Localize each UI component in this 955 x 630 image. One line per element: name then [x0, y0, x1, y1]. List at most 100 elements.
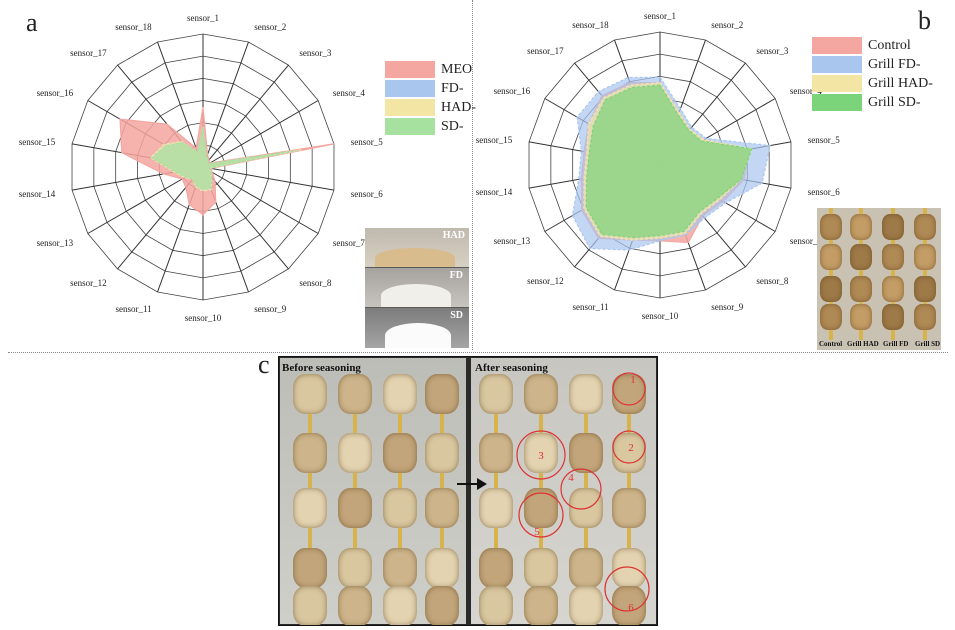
meat-chunk	[338, 433, 372, 473]
axis-label-sensor-15: sensor_15	[476, 135, 513, 145]
meat-chunk	[338, 586, 372, 625]
axis-label-sensor-9: sensor_9	[711, 302, 743, 312]
axis-label-sensor-10: sensor_10	[642, 311, 679, 321]
meat-chunk	[914, 244, 936, 270]
legend-swatch	[385, 80, 435, 97]
marker-overlay: 1 2 3 4 5 6	[516, 372, 650, 614]
legend-item: Grill FD-	[812, 55, 933, 74]
axis-label-sensor-1: sensor_1	[187, 13, 219, 23]
legend-item: Grill HAD-	[812, 74, 933, 93]
meat-chunk	[820, 304, 842, 330]
marker-circle-4	[560, 468, 602, 510]
legend-label: FD-	[441, 80, 464, 96]
axis-label-sensor-17: sensor_17	[70, 48, 107, 58]
meat-chunk	[612, 586, 646, 625]
axis-label-sensor-6: sensor_6	[808, 187, 840, 197]
meat-chunk	[425, 548, 459, 588]
panel-divider-horizontal	[8, 352, 948, 353]
meat-chunk	[882, 244, 904, 270]
axis-label-sensor-7: sensor_7	[333, 238, 365, 248]
panel-letter-b: b	[918, 6, 931, 35]
marker-circle-3	[516, 430, 566, 480]
radar-spoke	[202, 166, 335, 191]
before-seasoning-photo: Before seasoning	[280, 358, 466, 625]
meat-chunk	[479, 548, 513, 588]
radar-series-sd	[150, 126, 298, 191]
radar-spoke	[202, 41, 249, 168]
axis-label-sensor-16: sensor_16	[494, 86, 531, 96]
skewer-stick	[891, 208, 895, 340]
meat-chunk	[293, 488, 327, 528]
panel-letter-a: a	[26, 8, 38, 37]
meat-chunk	[612, 374, 646, 414]
inset-label-grill-sd: Grill SD	[915, 340, 941, 348]
legend-b: Control Grill FD- Grill HAD- Grill SD-	[812, 36, 933, 112]
axis-label-sensor-10: sensor_10	[185, 313, 222, 323]
axis-label-sensor-17: sensor_17	[527, 46, 564, 56]
after-seasoning-photo: After seasoning	[471, 358, 656, 625]
legend-label: Grill SD-	[868, 94, 921, 110]
axis-label-sensor-11: sensor_11	[116, 304, 152, 314]
meat-chunk	[524, 374, 558, 414]
legend-item: FD-	[385, 79, 476, 98]
legend-swatch	[385, 61, 435, 78]
radar-spoke	[202, 100, 319, 168]
legend-item: SD-	[385, 117, 476, 136]
skewer-stick	[859, 208, 863, 340]
meat-chunk	[338, 374, 372, 414]
meat-chunk	[569, 433, 603, 473]
axis-label-sensor-2: sensor_2	[254, 22, 286, 32]
radar-spoke	[202, 166, 289, 270]
meat-chunk	[914, 304, 936, 330]
meat-chunk	[293, 548, 327, 588]
inset-label-sd: SD	[450, 310, 463, 321]
axis-label-sensor-9: sensor_9	[254, 304, 286, 314]
axis-label-sensor-7: sensor_7	[790, 236, 822, 246]
axis-label-sensor-15: sensor_15	[19, 137, 56, 147]
meat-chunk	[569, 586, 603, 625]
legend-swatch	[385, 99, 435, 116]
axis-label-sensor-4: sensor_4	[790, 86, 822, 96]
inset-label-grill-fd: Grill FD	[883, 340, 909, 348]
meat-chunk	[293, 586, 327, 625]
radar-spoke	[202, 64, 289, 168]
axis-label-sensor-5: sensor_5	[808, 135, 840, 145]
legend-item: Control	[812, 36, 933, 55]
meat-chunk	[850, 244, 872, 270]
meat-chunk	[293, 433, 327, 473]
marker-circle-1	[612, 372, 646, 406]
arrow-icon	[457, 483, 481, 485]
axis-label-sensor-14: sensor_14	[476, 187, 513, 197]
legend-swatch	[812, 37, 862, 54]
meat-chunk	[882, 214, 904, 240]
meat-chunk	[524, 488, 558, 528]
arrowhead-icon	[477, 478, 487, 490]
meat-chunk	[820, 276, 842, 302]
marker-label-3: 3	[538, 450, 544, 462]
meat-chunk	[524, 548, 558, 588]
meat-chunk	[425, 433, 459, 473]
powder-photo-inset: HAD FD SD	[365, 228, 469, 348]
legend-item: Grill SD-	[812, 93, 933, 112]
seasoning-comparison-photo: Before seasoning After seasoning 1 2 3 4 5 6	[278, 356, 658, 626]
axis-label-sensor-3: sensor_3	[756, 46, 788, 56]
axis-label-sensor-14: sensor_14	[19, 189, 56, 199]
axis-label-sensor-2: sensor_2	[711, 20, 743, 30]
marker-label-6: 6	[628, 602, 634, 614]
marker-label-4: 4	[568, 472, 574, 484]
axis-label-sensor-13: sensor_13	[494, 236, 531, 246]
legend-swatch	[385, 118, 435, 135]
meat-chunk	[425, 586, 459, 625]
grilled-skewers-inset: Control Grill HAD Grill FD Grill SD	[817, 208, 941, 350]
axis-label-sensor-11: sensor_11	[573, 302, 609, 312]
panel-divider-vertical	[472, 0, 473, 350]
legend-label: Grill FD-	[868, 56, 921, 72]
meat-chunk	[569, 374, 603, 414]
meat-chunk	[383, 433, 417, 473]
radar-spoke	[157, 41, 204, 168]
meat-chunk	[293, 374, 327, 414]
axis-label-sensor-13: sensor_13	[37, 238, 74, 248]
inset-label-control: Control	[819, 340, 843, 348]
axis-label-sensor-16: sensor_16	[37, 88, 74, 98]
